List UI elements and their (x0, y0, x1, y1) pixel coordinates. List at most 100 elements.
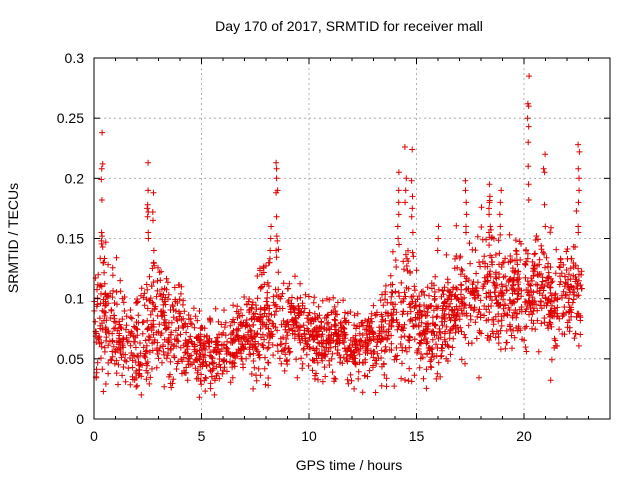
data-point (528, 275, 535, 282)
data-point (407, 304, 414, 311)
data-point (115, 361, 122, 368)
data-point (541, 201, 548, 208)
data-point (241, 294, 248, 300)
data-point (252, 343, 259, 350)
data-point (538, 320, 545, 327)
data-point (351, 385, 358, 392)
data-point (504, 311, 511, 318)
data-point (101, 255, 108, 262)
data-point (373, 343, 380, 350)
data-point (246, 309, 253, 316)
data-point (186, 355, 193, 362)
data-point (439, 322, 446, 329)
data-point (205, 343, 212, 350)
data-point (343, 355, 350, 362)
data-point (398, 299, 405, 306)
data-point (429, 314, 436, 321)
data-point (495, 340, 502, 347)
data-point (129, 330, 136, 337)
data-point (279, 305, 286, 312)
data-point (194, 369, 201, 376)
data-point (305, 338, 311, 345)
data-point (368, 324, 375, 331)
data-point (94, 286, 100, 293)
data-point (571, 335, 578, 342)
data-point (300, 346, 307, 353)
data-point (133, 375, 140, 381)
data-point (410, 253, 417, 260)
data-point (223, 358, 230, 365)
data-point (399, 311, 406, 318)
data-point (501, 301, 508, 308)
data-point (189, 321, 195, 328)
data-point (486, 211, 493, 218)
data-point (397, 341, 404, 347)
data-point (433, 375, 440, 382)
data-point (548, 323, 555, 330)
data-point (473, 285, 480, 292)
data-point (450, 335, 457, 342)
data-point (176, 296, 183, 303)
data-point (516, 238, 523, 245)
data-point (511, 334, 518, 341)
data-point (109, 338, 116, 345)
data-point (560, 288, 567, 295)
data-point (566, 295, 572, 302)
data-point (395, 235, 402, 242)
data-point (539, 274, 546, 281)
data-point (150, 317, 157, 324)
data-point (395, 187, 402, 194)
data-point (295, 312, 302, 319)
data-point (523, 323, 530, 330)
data-point (265, 283, 272, 290)
data-point (331, 316, 338, 323)
data-point (254, 273, 261, 279)
data-point (262, 354, 268, 361)
data-point (354, 310, 361, 317)
data-point (252, 302, 259, 309)
data-point (120, 299, 127, 306)
data-point (407, 308, 414, 315)
data-point (121, 357, 128, 364)
data-point (273, 189, 280, 196)
data-point (458, 356, 465, 363)
data-point (483, 317, 490, 324)
data-point (313, 333, 320, 340)
data-point (487, 268, 494, 275)
data-point (553, 246, 560, 253)
data-point (488, 254, 495, 261)
data-point (249, 315, 255, 322)
data-point (150, 247, 157, 254)
data-point (313, 350, 320, 357)
data-point (146, 334, 153, 341)
data-point (99, 129, 106, 136)
data-point (92, 318, 99, 325)
data-point (213, 349, 220, 356)
data-point (573, 313, 580, 320)
data-point (515, 279, 522, 285)
data-point (264, 294, 271, 301)
data-point (301, 330, 308, 337)
data-point (532, 250, 539, 257)
data-point (114, 301, 120, 308)
data-point (128, 315, 135, 322)
data-point (221, 324, 228, 331)
data-point (508, 285, 515, 291)
data-point (235, 336, 242, 343)
data-point (331, 303, 338, 310)
data-point (578, 271, 585, 278)
data-point (545, 297, 552, 304)
data-point (101, 280, 108, 287)
data-point (463, 229, 469, 236)
data-point (497, 327, 504, 334)
data-point (99, 160, 106, 167)
data-point (402, 187, 409, 194)
data-point (554, 295, 561, 302)
data-point (568, 313, 575, 320)
data-point (453, 284, 459, 291)
data-point (257, 306, 264, 313)
data-point (507, 253, 514, 259)
data-point (470, 307, 477, 314)
data-point (529, 277, 535, 284)
data-point (147, 374, 154, 381)
